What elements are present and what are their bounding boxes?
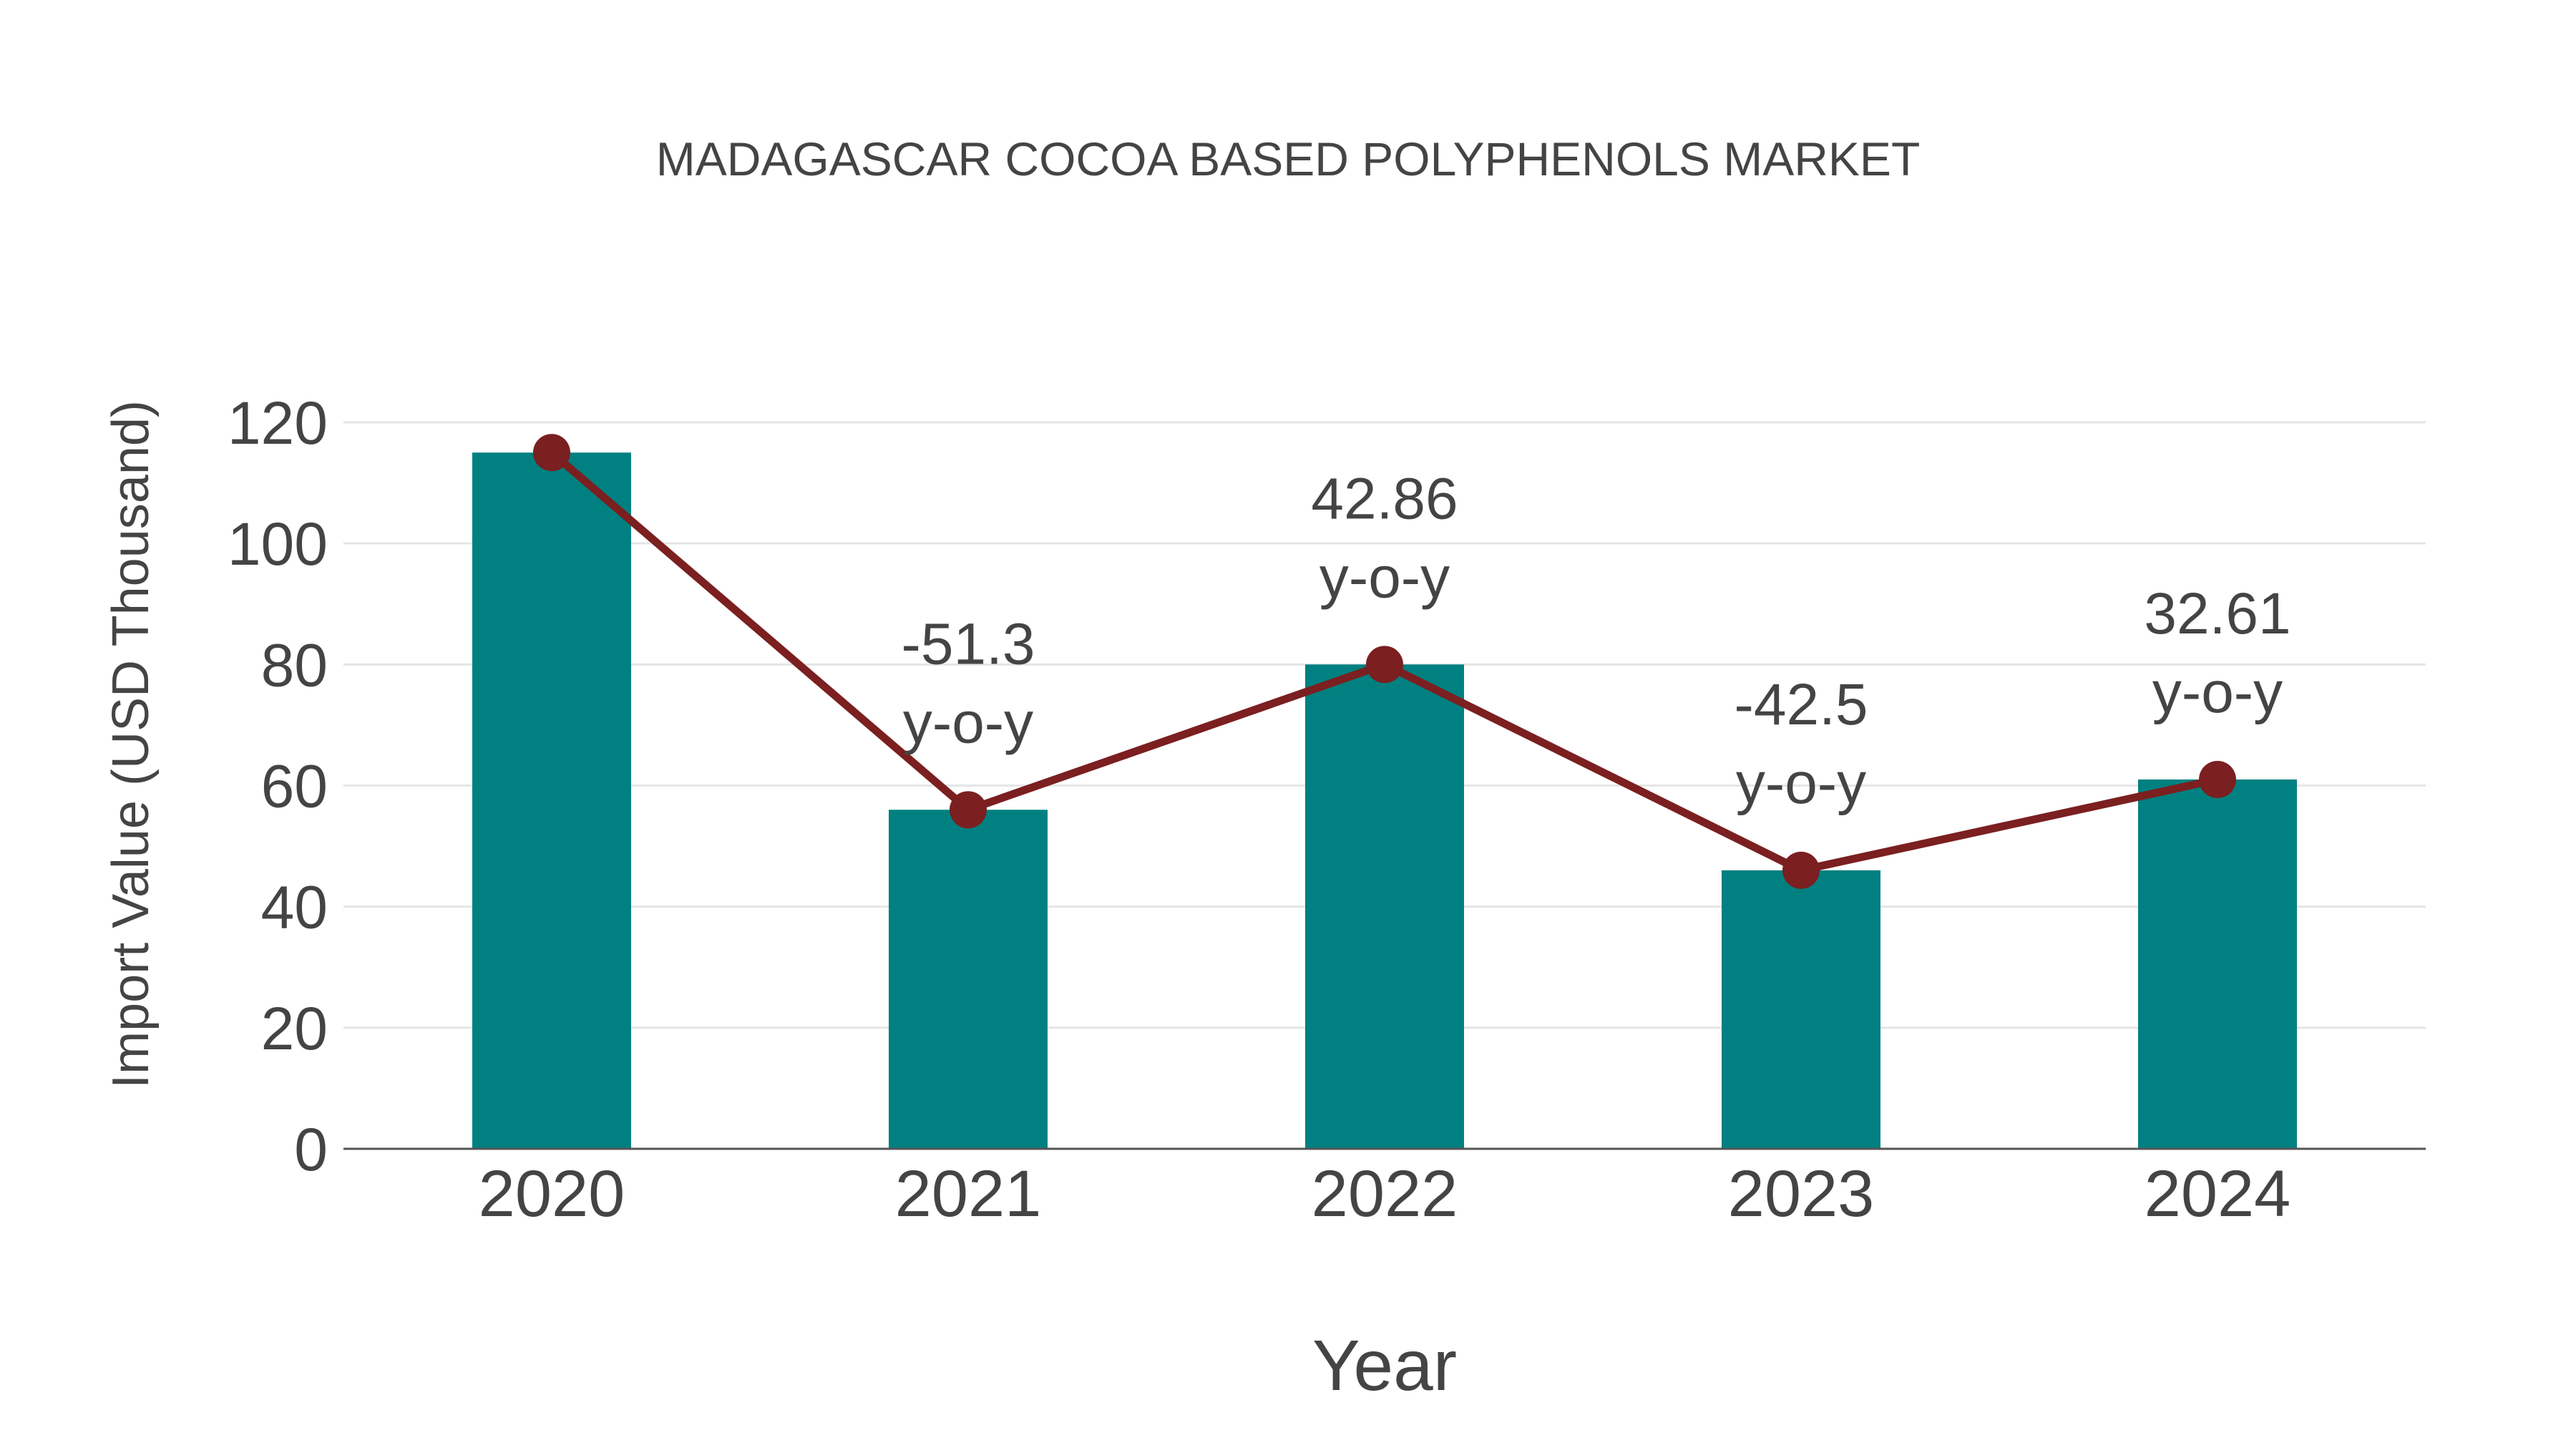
bars (472, 452, 2297, 1149)
x-tick-label: 2024 (2145, 1157, 2291, 1230)
yoy-suffix-label: y-o-y (1736, 751, 1866, 816)
y-tick-label: 20 (261, 995, 328, 1062)
bar-2020 (472, 452, 631, 1149)
data-point-marker-2023 (1782, 851, 1820, 889)
y-axis-ticks: 0 20 40 60 80 100 120 (228, 389, 328, 1183)
y-tick-label: 0 (294, 1116, 328, 1183)
yoy-value-label: 32.61 (2144, 581, 2290, 646)
yoy-value-label: 42.86 (1311, 466, 1458, 531)
yoy-suffix-label: y-o-y (1319, 545, 1450, 610)
bar-2024 (2138, 779, 2297, 1149)
y-tick-label: 60 (261, 753, 328, 820)
y-axis-title: Import Value (USD Thousand) (102, 400, 160, 1089)
x-axis-title: Year (1312, 1326, 1457, 1406)
yoy-suffix-label: y-o-y (903, 690, 1033, 755)
y-tick-label: 80 (261, 631, 328, 699)
yoy-suffix-label: y-o-y (2152, 660, 2283, 725)
y-tick-label: 40 (261, 874, 328, 941)
data-point-marker-2020 (533, 434, 570, 472)
x-axis-ticks: 2020 2021 2022 2023 2024 (479, 1157, 2291, 1230)
x-tick-label: 2021 (895, 1157, 1042, 1230)
data-point-marker-2021 (950, 791, 987, 829)
chart-title: MADAGASCAR COCOA BASED POLYPHENOLS MARKE… (656, 132, 1921, 185)
trend-line (533, 434, 2236, 889)
y-tick-label: 100 (228, 510, 328, 578)
data-point-marker-2024 (2199, 761, 2236, 799)
x-tick-label: 2022 (1312, 1157, 1458, 1230)
bar-2021 (889, 810, 1048, 1149)
y-tick-label: 120 (228, 389, 328, 457)
yoy-annotations: -51.3 y-o-y 42.86 y-o-y -42.5 y-o-y 32.61 y-o-y (902, 466, 2291, 816)
yoy-value-label: -42.5 (1735, 672, 1868, 737)
x-tick-label: 2023 (1728, 1157, 1875, 1230)
data-point-marker-2022 (1366, 646, 1403, 684)
x-tick-label: 2020 (479, 1157, 625, 1230)
bar-2022 (1305, 664, 1464, 1149)
yoy-value-label: -51.3 (902, 611, 1035, 676)
bar-2023 (1722, 870, 1880, 1149)
